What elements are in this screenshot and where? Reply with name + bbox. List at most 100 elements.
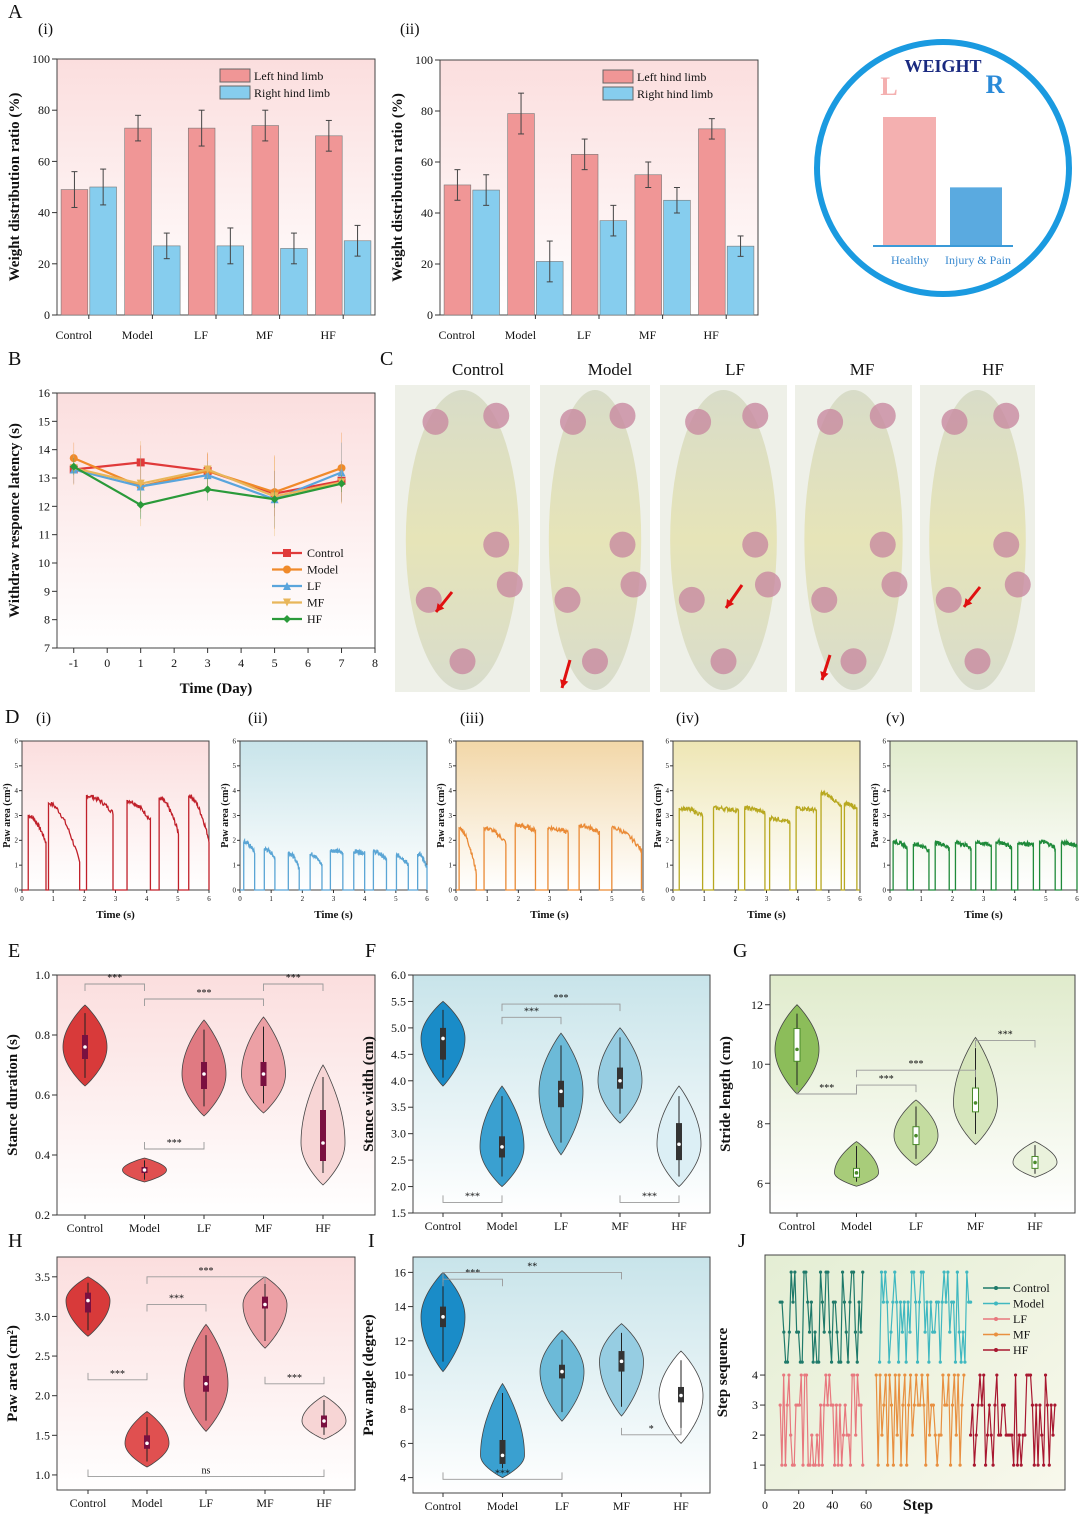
paw-area-trace: [22, 793, 210, 891]
x-tick-label: Model: [841, 1219, 873, 1233]
step-point: [1030, 1403, 1035, 1407]
significance-label: ***: [642, 1191, 657, 1202]
step-point: [1017, 1433, 1021, 1437]
x-tick-label: 1: [919, 895, 923, 903]
injury-bar: [950, 187, 1002, 246]
red-arrow-head: [820, 671, 829, 680]
y-axis-label: Paw area (cm²): [436, 783, 447, 847]
bar-left-hind-limb: [634, 174, 662, 316]
significance-bracket: [442, 1271, 622, 1280]
paw: [678, 586, 705, 613]
violin-box: [320, 1110, 326, 1161]
step-point: [1042, 1463, 1046, 1467]
y-axis-label: Stride length (cm): [718, 1036, 734, 1152]
data-point: [337, 468, 346, 477]
data-point: [270, 495, 279, 504]
chart-i: 4 6 8 10 12 14 16 Paw angle (degree) Control Mode…: [361, 1256, 711, 1513]
step-point: [952, 1373, 956, 1377]
step-point: [924, 1463, 928, 1467]
step-point: [885, 1300, 889, 1304]
y-tick-label: 0.8: [35, 1028, 50, 1042]
step-point: [804, 1373, 809, 1377]
y-tick-label: 6: [233, 737, 237, 745]
legend-marker: [283, 549, 291, 557]
x-tick-label: 2: [171, 656, 177, 670]
x-tick-label: 3: [205, 656, 211, 670]
step-point: [908, 1330, 912, 1334]
step-point: [985, 1433, 990, 1437]
step-point: [904, 1360, 908, 1364]
x-tick-label: HF: [673, 1499, 689, 1513]
healthy-bar: [883, 117, 936, 246]
step-point: [961, 1330, 965, 1334]
step-point: [854, 1433, 858, 1437]
y-axis-label: Paw area (cm²): [2, 783, 13, 847]
y-tick-label: 2: [883, 837, 887, 845]
step-point: [1040, 1433, 1044, 1437]
x-tick-label: 6: [305, 656, 311, 670]
y-tick-label: 6: [449, 737, 453, 745]
violin-median: [263, 1302, 267, 1307]
y-tick-label: 1.5: [391, 1206, 406, 1220]
legend-label: MF: [307, 596, 325, 610]
legend-label: Model: [1013, 1297, 1045, 1311]
significance-label: ***: [909, 1059, 924, 1070]
x-axis-label: Time (s): [747, 909, 786, 921]
step-point: [902, 1300, 906, 1304]
step-point: [927, 1360, 931, 1364]
step-point: [920, 1373, 924, 1377]
step-point: [806, 1300, 810, 1304]
paw: [993, 531, 1020, 558]
y-tick-label: 3: [233, 812, 237, 820]
x-tick-label: Model: [122, 328, 154, 342]
x-axis-label: Time (s): [964, 909, 1003, 921]
y-tick-label: 4: [15, 787, 19, 795]
step-point: [921, 1270, 925, 1274]
x-tick-label: Control: [67, 1221, 104, 1235]
step-point: [818, 1403, 823, 1407]
step-point: [882, 1403, 886, 1407]
step-point: [948, 1463, 953, 1467]
significance-label: ***: [495, 1468, 510, 1479]
significance-label: ***: [998, 1029, 1013, 1040]
paw: [881, 571, 908, 598]
red-arrow-head: [964, 598, 973, 607]
step-point: [787, 1373, 791, 1377]
legend-marker: [994, 1317, 998, 1321]
plot-area: [56, 392, 376, 649]
step-point: [817, 1463, 821, 1467]
x-tick-label: HF: [671, 1219, 687, 1233]
x-axis-label: Time (Day): [180, 681, 253, 697]
x-tick-label: 4: [238, 656, 244, 670]
x-tick-label: 40: [826, 1498, 838, 1512]
y-tick-label: 100: [32, 52, 50, 66]
step-point: [891, 1300, 895, 1304]
y-tick-label: 1.5: [35, 1428, 50, 1442]
step-point: [879, 1270, 884, 1274]
significance-bracket: [144, 1142, 205, 1150]
y-tick-label: 1: [666, 862, 670, 870]
step-point: [822, 1403, 826, 1407]
step-point: [893, 1270, 897, 1274]
step-point: [948, 1330, 952, 1334]
step-point: [1023, 1433, 1027, 1437]
x-tick-label: Model: [486, 1219, 518, 1233]
y-tick-label: 6: [757, 1176, 763, 1190]
x-tick-label: 6: [858, 895, 862, 903]
step-point: [826, 1403, 830, 1407]
step-point: [815, 1433, 819, 1437]
step-point: [818, 1270, 823, 1274]
x-tick-label: -1: [69, 656, 79, 670]
x-tick-label: HF: [316, 1496, 332, 1510]
y-tick-label: 2.0: [35, 1389, 50, 1403]
x-tick-label: MF: [256, 328, 274, 342]
violin-median: [500, 1453, 505, 1458]
x-tick-label: Control: [425, 1219, 462, 1233]
x-tick-label: 6: [425, 895, 429, 903]
legend-label: LF: [307, 579, 321, 593]
step-point: [833, 1463, 837, 1467]
paw: [609, 402, 636, 429]
data-point: [337, 479, 346, 488]
step-point: [857, 1300, 861, 1304]
legend-label: HF: [1013, 1343, 1029, 1357]
